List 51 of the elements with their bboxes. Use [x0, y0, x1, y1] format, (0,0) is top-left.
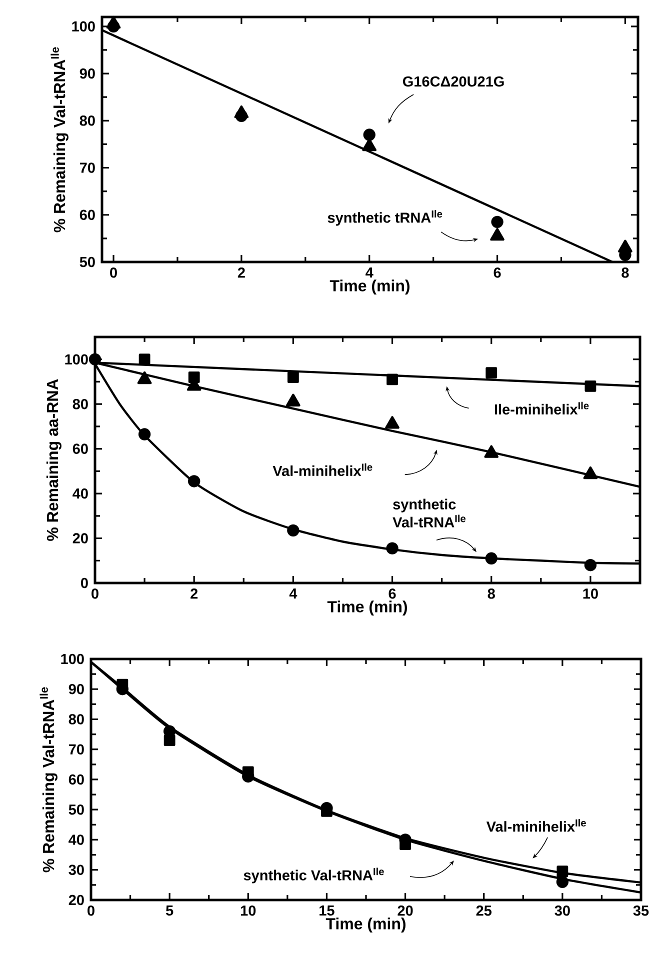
x-tick-label: 2: [238, 268, 245, 278]
y-tick-label: 20: [72, 533, 88, 544]
x-tick-label: 4: [289, 588, 297, 598]
y-tick-label: 20: [68, 894, 84, 906]
annotation: synthetic tRNA$^{Ile}$: [328, 210, 442, 226]
y-axis-title: % Remaining aa-RNA: [46, 379, 62, 541]
x-axis-title: Time (min): [327, 600, 407, 616]
y-tick-label: 100: [65, 354, 88, 364]
x-tick-label: 15: [319, 906, 334, 916]
y-tick-label: 90: [80, 68, 95, 79]
x-tick-label: 8: [488, 588, 495, 599]
y-tick-label: 30: [68, 864, 84, 875]
x-tick-label: 20: [398, 906, 413, 916]
x-tick-label: 4: [365, 268, 374, 278]
y-tick-label: 80: [80, 116, 95, 126]
x-tick-label: 30: [554, 906, 570, 916]
y-tick-label: 70: [80, 162, 95, 173]
annotation: synthetic Val-tRNA$^{Ile}$: [244, 868, 384, 884]
y-tick-label: 80: [72, 398, 88, 410]
annotation: G16CΔ20U21G: [402, 76, 504, 87]
y-tick-label: 90: [68, 684, 84, 694]
x-axis-title: Time (min): [326, 918, 406, 933]
x-axis-title: Time (min): [330, 280, 410, 295]
x-tick-label: 35: [633, 906, 648, 916]
y-tick-label: 70: [68, 744, 84, 754]
x-tick-label: 2: [190, 588, 198, 599]
x-tick-label: 0: [110, 268, 117, 278]
y-tick-label: 50: [68, 804, 84, 815]
y-tick-label: 50: [80, 256, 95, 268]
x-tick-label: 6: [388, 588, 396, 599]
y-axis-title: % Remaining Val-tRNA$^{Ile}$: [50, 47, 68, 232]
y-tick-label: 40: [68, 834, 84, 845]
annotation: synthetic Val-tRNA$^{Ile}$: [392, 498, 466, 528]
y-tick-label: 80: [68, 714, 84, 724]
y-tick-label: 0: [80, 578, 88, 588]
y-tick-label: 40: [72, 488, 88, 499]
x-tick-label: 10: [583, 588, 598, 599]
x-tick-label: 5: [166, 906, 174, 916]
y-tick-label: 60: [68, 774, 84, 785]
y-tick-label: 100: [61, 654, 84, 664]
y-tick-label: 100: [72, 21, 95, 32]
x-tick-label: 6: [494, 268, 501, 278]
annotation: Val-minihelix$^{Ile}$: [486, 819, 586, 832]
x-tick-label: 8: [621, 268, 629, 278]
x-tick-label: 10: [240, 906, 256, 916]
y-axis-title: % Remaining Val-tRNA$^{Ile}$: [39, 687, 58, 872]
y-tick-label: 60: [72, 444, 88, 454]
y-tick-label: 60: [80, 210, 95, 220]
annotation: Val-minihelix$^{Ile}$: [272, 463, 372, 476]
annotation: Ile-minihelix$^{Ile}$: [494, 402, 589, 415]
x-tick-label: 25: [476, 906, 492, 916]
